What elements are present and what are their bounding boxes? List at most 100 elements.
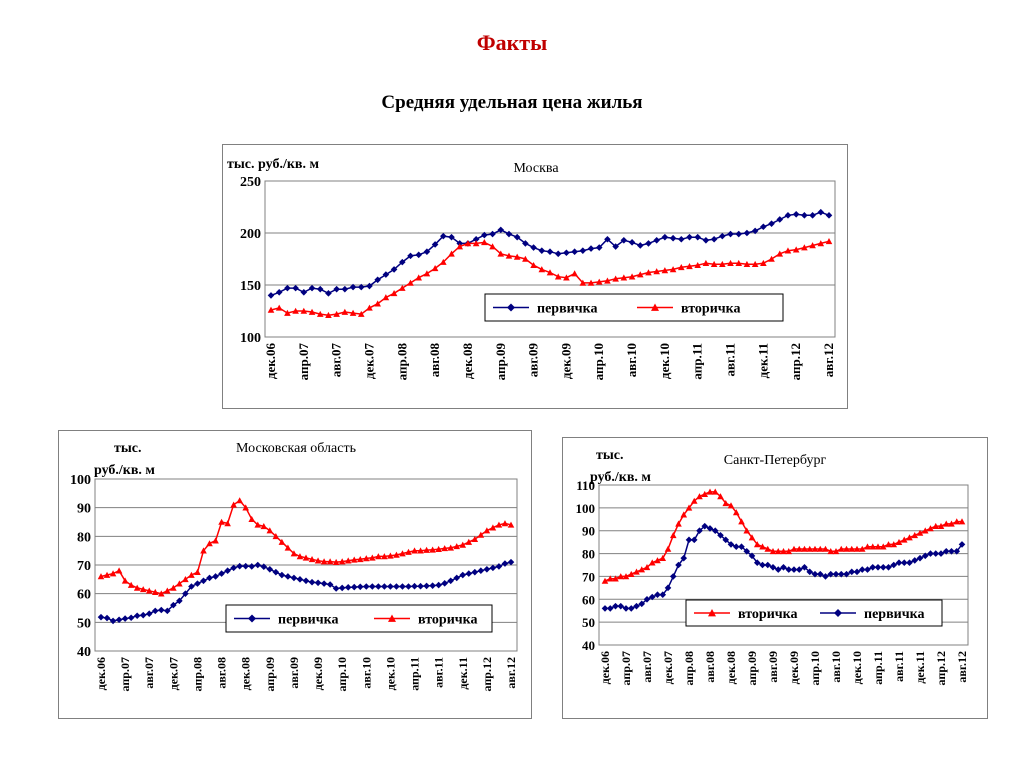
series-1	[97, 497, 515, 597]
data-point	[212, 537, 219, 544]
data-point	[645, 240, 652, 247]
data-point	[431, 265, 439, 272]
data-point	[795, 545, 803, 552]
data-point	[501, 520, 509, 527]
data-point	[390, 290, 398, 297]
data-point	[497, 250, 505, 257]
data-point	[453, 574, 461, 582]
data-point	[948, 520, 955, 527]
data-point	[595, 278, 603, 285]
data-point	[513, 233, 521, 241]
data-point	[477, 531, 485, 538]
data-point	[200, 547, 207, 554]
data-point	[753, 559, 761, 567]
data-point	[661, 233, 669, 241]
data-point	[732, 509, 740, 516]
data-point	[417, 582, 424, 590]
data-point	[653, 268, 660, 275]
data-point	[267, 292, 275, 299]
x-tick-label: апр.07	[296, 343, 311, 381]
data-point	[792, 210, 800, 218]
data-point	[743, 260, 751, 268]
x-tick-label: дек.06	[263, 343, 278, 380]
y-axis-label: тыс.	[596, 448, 624, 463]
data-point	[272, 533, 280, 540]
data-point	[194, 568, 201, 575]
moscow-chart: 100 150 200 250 дек.06 апр.07 авг.07 дек.07 апр.…	[222, 144, 848, 409]
data-point	[505, 252, 513, 259]
data-point	[719, 232, 726, 240]
moscow-chart-svg: 100 150 200 250 дек.06 апр.07 авг.07 дек.07 апр.…	[227, 157, 836, 381]
series-0	[601, 488, 966, 584]
data-point	[248, 515, 256, 522]
data-point	[853, 568, 861, 576]
data-point	[115, 567, 123, 574]
data-point	[780, 563, 787, 571]
data-point	[780, 547, 787, 555]
data-point	[495, 563, 503, 570]
data-point	[760, 259, 767, 266]
data-point	[127, 581, 135, 588]
data-point	[643, 563, 651, 571]
data-point	[369, 554, 376, 561]
moscow-region-chart: 40 50 60 70 80 90 100 дек.06 апр.07 авг.07 дек.07 а…	[58, 430, 532, 719]
legend-box	[225, 604, 493, 633]
data-point	[459, 541, 467, 548]
data-point	[685, 504, 693, 511]
data-point	[694, 261, 702, 269]
data-point	[411, 547, 418, 554]
data-point	[447, 544, 455, 551]
data-point	[366, 282, 373, 290]
x-tick-label: дек.11	[755, 343, 770, 378]
x-tick-label: апр.10	[591, 343, 606, 380]
x-tick-label: авг.08	[427, 343, 442, 378]
x-tick-label: авг.12	[504, 657, 518, 689]
data-point	[501, 560, 509, 567]
x-tick-label: авг.08	[703, 651, 717, 683]
data-point	[332, 585, 340, 592]
data-point	[620, 236, 628, 244]
x-tick-label: авг.12	[955, 651, 969, 683]
data-point	[218, 518, 225, 525]
chart-title: Московская область	[236, 441, 356, 456]
data-point	[115, 616, 123, 624]
y-tick-label: 60	[77, 588, 91, 603]
data-point	[743, 229, 751, 237]
data-point	[489, 243, 496, 250]
data-point	[109, 617, 117, 625]
data-point	[530, 261, 537, 269]
x-tick-label: дек.06	[94, 657, 108, 690]
data-point	[341, 285, 349, 293]
data-point	[858, 545, 866, 552]
data-point	[308, 555, 316, 563]
data-point	[224, 520, 231, 527]
data-point	[423, 546, 430, 553]
data-point	[145, 587, 153, 594]
data-point	[267, 306, 275, 313]
data-point	[853, 545, 861, 552]
data-point	[471, 535, 479, 543]
x-tick-label: апр.11	[408, 657, 422, 691]
data-point	[669, 531, 677, 539]
data-point	[659, 591, 667, 599]
data-point	[483, 566, 491, 573]
data-point	[405, 548, 412, 555]
x-tick-label: авг.07	[640, 651, 654, 683]
x-tick-label: дек.11	[456, 657, 470, 690]
y-tick-label: 70	[582, 569, 595, 584]
data-point	[727, 502, 735, 509]
data-point	[809, 242, 816, 249]
data-point	[717, 531, 724, 539]
y-tick-label: 40	[582, 638, 595, 653]
data-point	[308, 308, 316, 315]
x-tick-label: апр.09	[745, 651, 759, 685]
data-point	[811, 545, 819, 552]
data-point	[659, 554, 667, 561]
x-tick-label: апр.12	[480, 657, 494, 691]
data-point	[784, 212, 792, 219]
data-point	[296, 576, 304, 583]
data-point	[900, 536, 908, 543]
data-point	[890, 541, 898, 548]
data-point	[622, 573, 630, 580]
data-point	[374, 300, 381, 307]
